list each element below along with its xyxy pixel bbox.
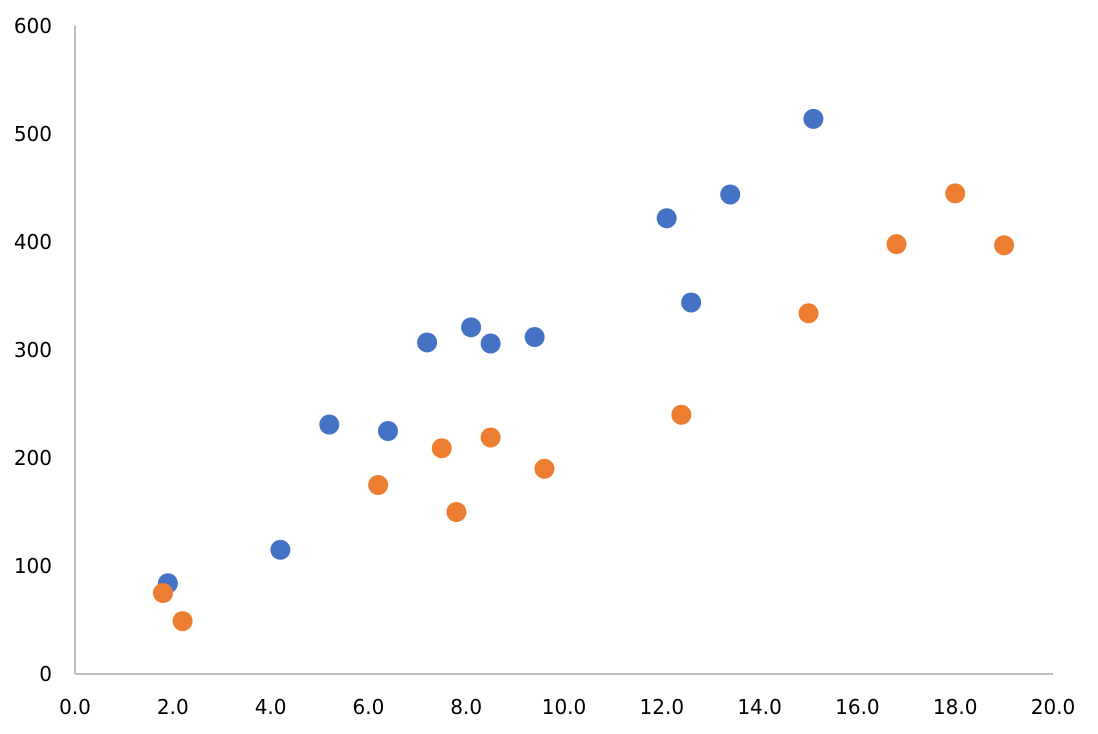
x-tick-label: 0.0 [59, 695, 91, 719]
data-point-marker[interactable] [153, 583, 174, 603]
series-2 [153, 183, 1015, 632]
x-tick-label: 12.0 [640, 695, 685, 719]
data-point-marker[interactable] [172, 611, 193, 632]
y-tick-label: 600 [14, 14, 52, 38]
data-point-marker[interactable] [671, 404, 692, 425]
data-point-marker[interactable] [417, 332, 438, 353]
data-point-marker[interactable] [431, 438, 452, 459]
data-point-marker[interactable] [803, 108, 824, 129]
data-point-marker[interactable] [368, 475, 389, 495]
data-point-marker[interactable] [461, 317, 482, 338]
x-tick-label: 14.0 [737, 695, 782, 719]
y-tick-label: 300 [14, 338, 52, 362]
data-point-marker[interactable] [798, 303, 819, 324]
data-point-marker[interactable] [480, 427, 501, 448]
y-tick-label: 200 [14, 446, 52, 470]
data-point-marker[interactable] [945, 183, 966, 204]
y-tick-label: 500 [14, 122, 52, 146]
data-point-marker[interactable] [656, 208, 677, 229]
data-point-marker[interactable] [524, 327, 545, 348]
data-point-marker[interactable] [319, 414, 340, 435]
data-point-marker[interactable] [446, 502, 467, 522]
x-tick-label: 8.0 [450, 695, 482, 719]
data-point-marker[interactable] [270, 539, 291, 560]
series-1 [157, 108, 824, 594]
data-point-marker[interactable] [886, 234, 907, 255]
data-point-marker[interactable] [534, 458, 555, 479]
x-tick-label: 20.0 [1031, 695, 1076, 719]
data-point-marker[interactable] [720, 184, 741, 205]
x-tick-label: 16.0 [835, 695, 880, 719]
x-tick-label: 2.0 [157, 695, 189, 719]
y-axis-tick-labels: 0 100 200 300 400 500 600 [14, 14, 52, 686]
x-tick-label: 18.0 [933, 695, 978, 719]
data-point-marker[interactable] [377, 421, 398, 441]
data-series-layer [153, 108, 1015, 632]
data-point-marker[interactable] [480, 333, 501, 354]
data-point-marker[interactable] [681, 292, 702, 313]
y-tick-label: 100 [14, 554, 52, 578]
y-tick-label: 400 [14, 230, 52, 254]
x-tick-label: 6.0 [352, 695, 384, 719]
data-point-marker[interactable] [994, 235, 1015, 256]
y-tick-label: 0 [39, 662, 52, 686]
x-tick-label: 10.0 [542, 695, 587, 719]
x-axis-tick-labels: 0.0 2.0 4.0 6.0 8.0 10.0 12.0 14.0 16.0 18.0 20.0 [59, 695, 1075, 719]
x-tick-label: 4.0 [255, 695, 287, 719]
